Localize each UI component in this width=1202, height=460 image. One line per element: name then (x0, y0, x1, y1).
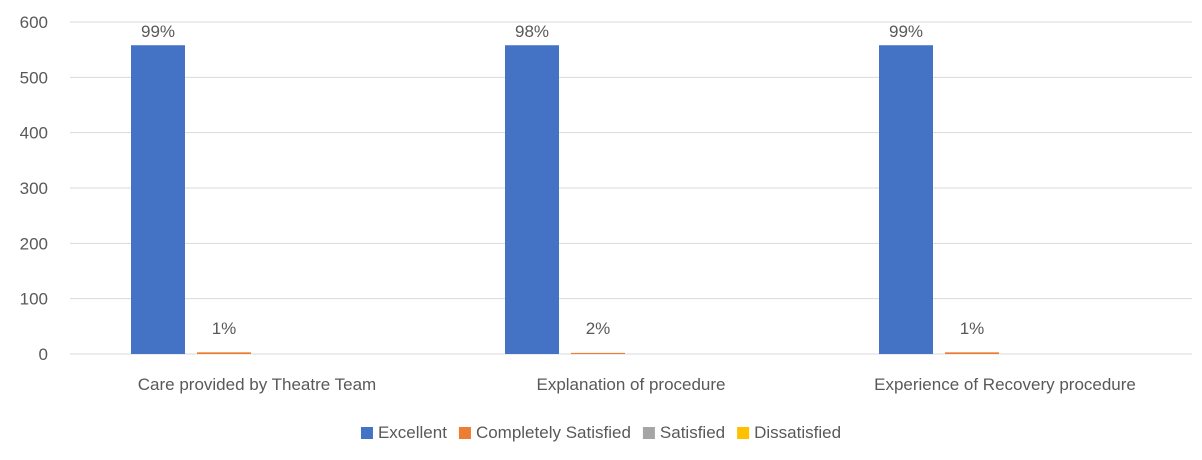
gridlines (70, 21, 1192, 355)
y-tick-label: 100 (20, 290, 48, 309)
y-tick-label: 200 (20, 234, 48, 253)
legend-swatch (642, 427, 655, 439)
y-tick-label: 400 (20, 124, 48, 143)
bar-completely-satisfied (571, 352, 625, 354)
category-labels: Care provided by Theatre Team Explanation… (138, 375, 1136, 394)
legend-swatch (458, 427, 471, 439)
bar-excellent (131, 45, 185, 355)
data-label: 99% (889, 22, 923, 41)
y-tick-label: 600 (20, 13, 48, 32)
data-labels: 99% 1% 98% 2% 99% 1% (141, 22, 984, 338)
y-axis-ticks: 0 100 200 300 400 500 600 (20, 13, 48, 364)
legend-label: Excellent (378, 423, 447, 442)
bar-excellent (505, 45, 559, 355)
legend-swatch (360, 427, 373, 439)
data-label: 1% (212, 319, 237, 338)
bar-completely-satisfied (945, 352, 999, 354)
data-label: 98% (515, 22, 549, 41)
data-label: 2% (586, 319, 611, 338)
bar-excellent (879, 45, 933, 355)
category-label: Experience of Recovery procedure (874, 375, 1136, 394)
legend-label: Satisfied (660, 423, 725, 442)
legend-label: Completely Satisfied (476, 423, 631, 442)
legend-swatch (737, 427, 750, 439)
legend: Excellent Completely Satisfied Satisfied Di… (360, 423, 841, 442)
data-label: 1% (960, 319, 985, 338)
category-label: Care provided by Theatre Team (138, 375, 376, 394)
bars (131, 45, 999, 355)
y-tick-label: 300 (20, 179, 48, 198)
category-label: Explanation of procedure (536, 375, 725, 394)
y-tick-label: 500 (20, 68, 48, 87)
legend-label: Dissatisfied (754, 423, 841, 442)
data-label: 99% (141, 22, 175, 41)
y-tick-label: 0 (39, 345, 48, 364)
bar-completely-satisfied (197, 352, 251, 354)
